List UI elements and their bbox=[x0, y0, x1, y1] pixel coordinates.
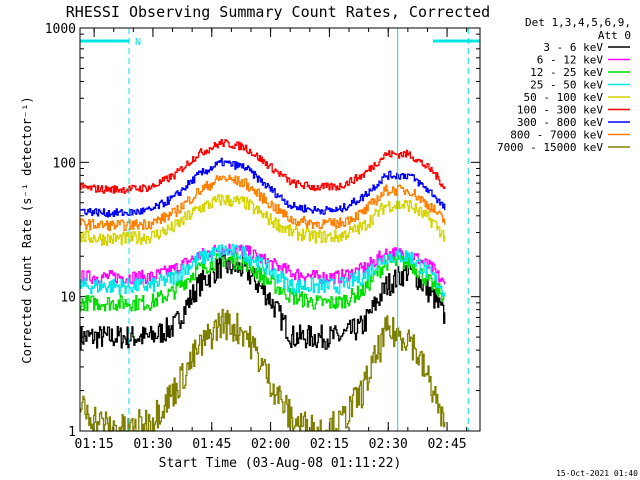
legend-label: 800 - 7000 keV bbox=[510, 129, 603, 142]
legend-label: 6 - 12 keV bbox=[537, 54, 604, 67]
y-tick-label: 10 bbox=[60, 291, 76, 306]
plot-lines bbox=[80, 138, 446, 432]
legend-label: 7000 - 15000 keV bbox=[497, 141, 603, 154]
legend-label: 12 - 25 keV bbox=[530, 66, 603, 79]
legend-label: 50 - 100 keV bbox=[524, 91, 604, 104]
y-tick-label: 1 bbox=[68, 425, 76, 440]
series-line bbox=[80, 243, 446, 297]
x-tick-label: 02:45 bbox=[427, 437, 466, 452]
x-tick-label: 01:45 bbox=[192, 437, 231, 452]
legend-label: 300 - 800 keV bbox=[517, 116, 603, 129]
series-line bbox=[80, 253, 446, 350]
x-tick-label: 01:30 bbox=[133, 437, 172, 452]
legend-label: 25 - 50 keV bbox=[530, 79, 603, 92]
overlays: N bbox=[79, 28, 480, 431]
series-line bbox=[80, 174, 446, 232]
legend-header: Det 1,3,4,5,6,9, bbox=[525, 16, 631, 29]
night-bar-label: N bbox=[135, 37, 141, 48]
series-line bbox=[80, 308, 446, 432]
x-tick-label: 02:00 bbox=[251, 437, 290, 452]
legend-header: Att 0 bbox=[598, 29, 631, 42]
series-line bbox=[80, 194, 446, 246]
chart-title: RHESSI Observing Summary Count Rates, Co… bbox=[66, 3, 490, 21]
y-tick-label: 100 bbox=[53, 156, 76, 171]
x-tick-label: 02:15 bbox=[310, 437, 349, 452]
y-tick-label: 1000 bbox=[45, 22, 76, 37]
legend-label: 100 - 300 keV bbox=[517, 104, 603, 117]
series-line bbox=[80, 252, 446, 312]
series-line bbox=[80, 157, 446, 218]
timestamp: 15-Oct-2021 01:40 bbox=[556, 469, 638, 478]
series-line bbox=[80, 138, 446, 194]
x-axis-label: Start Time (03-Aug-08 01:11:22) bbox=[159, 456, 402, 471]
legend-label: 3 - 6 keV bbox=[543, 41, 603, 54]
y-axis-label: Corrected Count Rate (s⁻¹ detector⁻¹) bbox=[20, 96, 34, 363]
x-tick-label: 01:15 bbox=[75, 437, 114, 452]
plot-frame bbox=[79, 27, 481, 432]
x-tick-label: 02:30 bbox=[369, 437, 408, 452]
